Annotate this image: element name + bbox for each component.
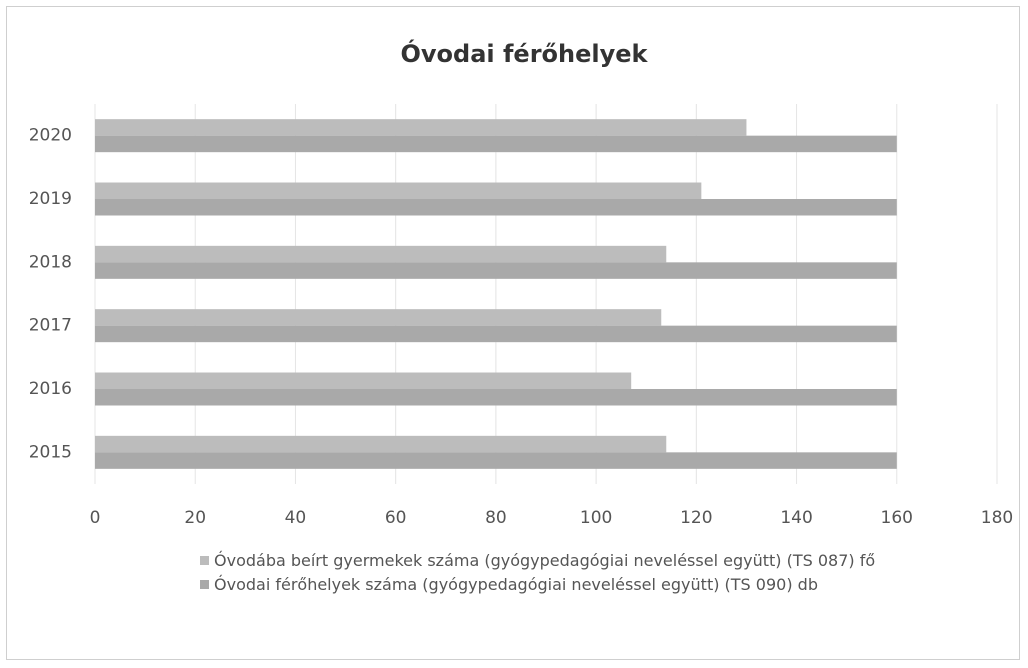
y-tick-label: 2020 — [29, 126, 72, 146]
legend-swatch — [200, 556, 209, 565]
legend-entry: Óvodai férőhelyek száma (gyógypedagógiai… — [200, 574, 920, 596]
x-tick-label: 180 — [981, 508, 1013, 528]
y-tick-label: 2015 — [29, 442, 72, 462]
bar — [95, 389, 897, 406]
bar — [95, 309, 662, 326]
chart-title: Óvodai férőhelyek — [400, 38, 648, 68]
legend-swatch — [200, 580, 209, 589]
x-tick-label: 120 — [680, 508, 712, 528]
x-tick-label: 160 — [881, 508, 913, 528]
bar — [95, 135, 897, 153]
legend-entry: Óvodába beírt gyermekek száma (gyógypeda… — [200, 550, 920, 572]
x-tick-label: 80 — [485, 508, 507, 528]
x-tick-label: 100 — [580, 508, 612, 528]
bar — [95, 452, 897, 469]
bar — [95, 262, 897, 279]
chart-frame — [6, 6, 1020, 660]
bar — [95, 372, 632, 389]
y-tick-label: 2018 — [29, 252, 72, 272]
legend-label: Óvodába beírt gyermekek száma (gyógypeda… — [214, 551, 876, 570]
bar — [95, 182, 702, 199]
x-tick-label: 140 — [780, 508, 812, 528]
y-tick-label: 2017 — [29, 316, 72, 336]
bar — [95, 199, 897, 216]
bar — [95, 435, 667, 453]
chart: Óvodai férőhelyek 0 20 40 60 80 100 120 140 160 1… — [29, 38, 1013, 528]
x-tick-label: 40 — [285, 508, 307, 528]
x-tick-label: 20 — [184, 508, 206, 528]
y-tick-label: 2016 — [29, 379, 72, 399]
y-tick-label: 2019 — [29, 189, 72, 209]
bar — [95, 245, 667, 263]
x-tick-label: 0 — [90, 508, 101, 528]
bar — [95, 325, 897, 343]
x-tick-label: 60 — [385, 508, 407, 528]
legend-label: Óvodai férőhelyek száma (gyógypedagógiai… — [214, 575, 818, 594]
bar — [95, 119, 747, 136]
legend: Óvodába beírt gyermekek száma (gyógypeda… — [200, 550, 920, 598]
